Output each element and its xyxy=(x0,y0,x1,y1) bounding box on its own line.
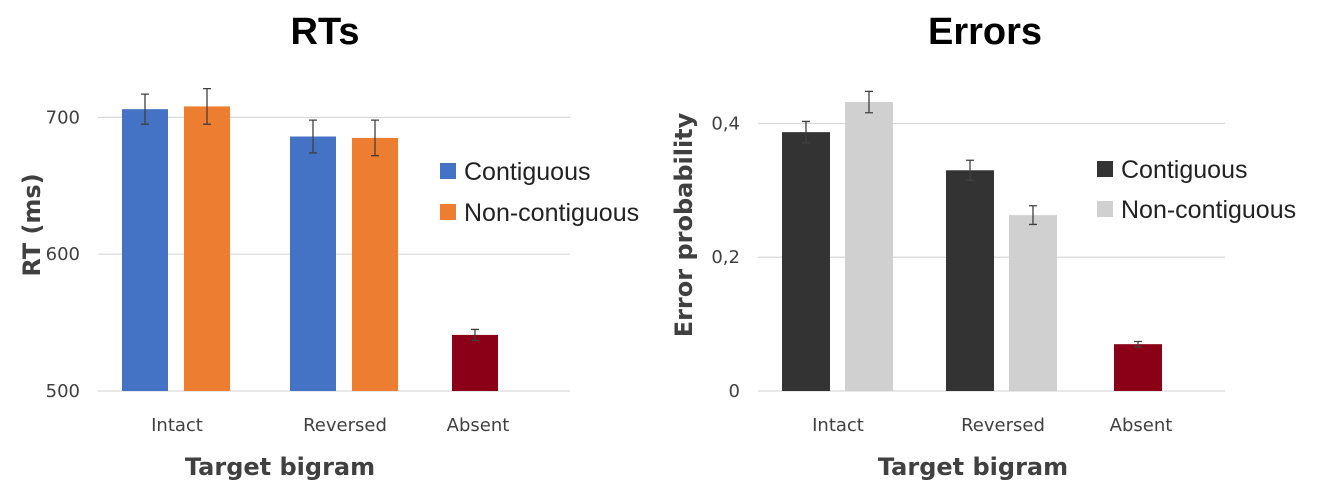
errors-chart-title: Errors xyxy=(928,11,1042,53)
rt-error-bars xyxy=(141,87,479,342)
y-tick-label: 0 xyxy=(729,381,740,402)
legend-swatch xyxy=(440,163,456,179)
legend-label: Non-contiguous xyxy=(1121,196,1296,224)
rt-legend: Contiguous Non-contiguous xyxy=(440,158,639,227)
errors-y-ticks: 0 0,2 0,4 xyxy=(711,113,740,402)
x-tick-label: Intact xyxy=(812,415,864,436)
bar-intact-non-contiguous xyxy=(184,106,230,391)
bar-reversed-non-contiguous xyxy=(352,137,398,391)
rt-y-ticks: 500 600 700 xyxy=(46,107,80,402)
rt-x-axis-label: Target bigram xyxy=(185,453,375,481)
rt-bars xyxy=(122,106,498,392)
error-bar xyxy=(371,119,379,157)
x-tick-label: Reversed xyxy=(303,415,387,436)
x-tick-label: Absent xyxy=(447,415,510,436)
errors-legend: Contiguous Non-contiguous xyxy=(1097,156,1296,224)
rt-chart: RTs 500 600 700 Intact Reversed Absent Conti… xyxy=(18,11,639,481)
errors-error-bars xyxy=(802,90,1142,348)
bar-reversed-contiguous xyxy=(946,170,994,391)
legend-swatch xyxy=(1097,161,1113,177)
bar-reversed-non-contiguous xyxy=(1009,215,1057,391)
bar-absent-absent xyxy=(1114,344,1162,391)
bar-intact-non-contiguous xyxy=(845,102,893,391)
bar-intact-contiguous xyxy=(782,132,830,391)
error-bar xyxy=(471,328,479,342)
error-bar xyxy=(203,87,211,125)
errors-y-axis-label: Error probability xyxy=(670,112,698,337)
y-tick-label: 500 xyxy=(46,381,80,402)
error-bar xyxy=(865,90,873,114)
rt-chart-title: RTs xyxy=(291,11,360,53)
bar-reversed-contiguous xyxy=(290,136,336,391)
y-tick-label: 600 xyxy=(46,244,80,265)
legend-label: Contiguous xyxy=(464,158,590,186)
y-tick-label: 0,2 xyxy=(711,247,740,268)
error-bar xyxy=(309,119,317,154)
error-bar xyxy=(1134,340,1142,348)
error-bar xyxy=(966,159,974,181)
x-tick-label: Intact xyxy=(151,415,203,436)
x-tick-label: Reversed xyxy=(961,415,1045,436)
y-tick-label: 700 xyxy=(46,107,80,128)
error-bar xyxy=(141,93,149,125)
errors-x-axis-label: Target bigram xyxy=(878,453,1068,481)
x-tick-label: Absent xyxy=(1110,415,1173,436)
rt-y-axis-label: RT (ms) xyxy=(18,173,46,276)
y-tick-label: 0,4 xyxy=(711,113,740,134)
error-bar xyxy=(1029,205,1037,226)
rt-x-ticks: Intact Reversed Absent xyxy=(151,415,509,436)
legend-label: Contiguous xyxy=(1121,156,1247,184)
bar-absent-absent xyxy=(452,334,498,391)
legend-swatch xyxy=(1097,201,1113,217)
bar-intact-contiguous xyxy=(122,109,168,392)
errors-chart: Errors 0 0,2 0,4 Intact Reversed Absent Cont… xyxy=(670,11,1296,481)
legend-swatch xyxy=(440,204,456,220)
error-bar xyxy=(802,120,810,144)
errors-bars xyxy=(782,102,1162,391)
legend-label: Non-contiguous xyxy=(464,199,639,227)
errors-x-ticks: Intact Reversed Absent xyxy=(812,415,1172,436)
